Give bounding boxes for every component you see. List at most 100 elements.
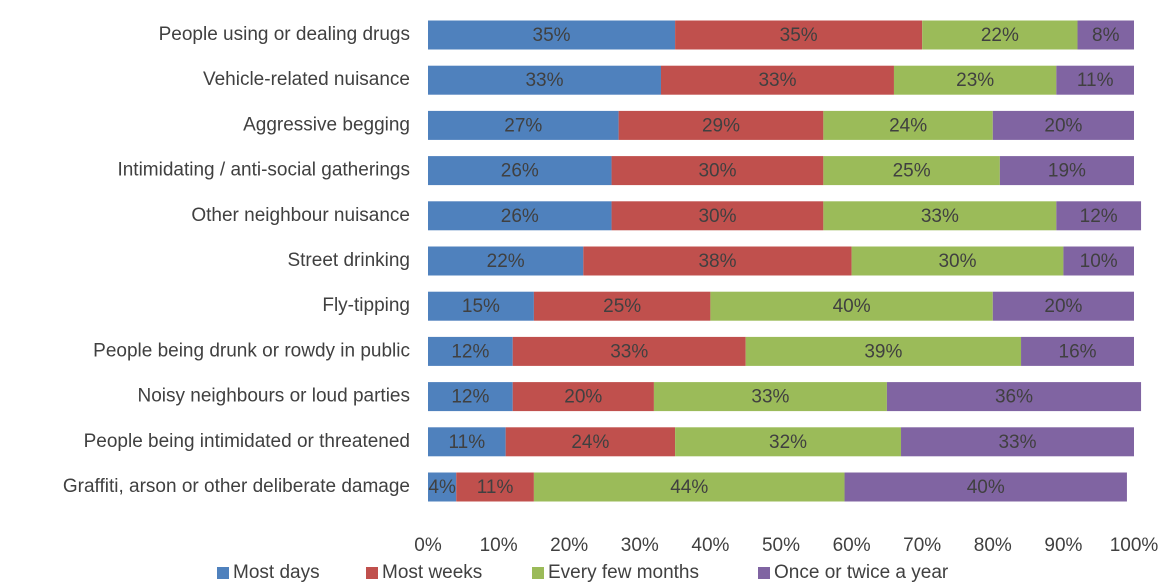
legend-swatch bbox=[366, 567, 378, 579]
category-label: People using or dealing drugs bbox=[159, 24, 410, 45]
bar-segment bbox=[618, 110, 824, 140]
data-label: 40% bbox=[967, 477, 1005, 498]
bar-segment bbox=[1056, 201, 1142, 231]
data-label: 30% bbox=[938, 251, 976, 272]
category-label: Street drinking bbox=[287, 250, 410, 271]
x-axis: 0% 10% 20% 30% 40% 50% 60% 70% 80% 90% 100% bbox=[414, 535, 1158, 556]
legend-swatch bbox=[532, 567, 544, 579]
data-label: 24% bbox=[571, 432, 609, 453]
category-label: People being intimidated or threatened bbox=[84, 431, 410, 452]
data-label: 26% bbox=[501, 161, 539, 182]
data-label: 32% bbox=[769, 432, 807, 453]
bar-segment bbox=[428, 382, 513, 412]
data-label: 12% bbox=[1080, 206, 1118, 227]
data-label: 12% bbox=[451, 341, 489, 362]
data-label: 12% bbox=[451, 387, 489, 408]
bar-segment bbox=[1077, 20, 1134, 50]
bar-segment bbox=[533, 291, 711, 321]
x-tick-label: 50% bbox=[762, 535, 800, 556]
bar-segment bbox=[886, 382, 1142, 412]
data-label: 33% bbox=[751, 387, 789, 408]
data-label: 29% bbox=[702, 115, 740, 136]
category-label: Vehicle-related nuisance bbox=[203, 69, 410, 90]
data-label: 44% bbox=[670, 477, 708, 498]
bar-segment bbox=[653, 382, 887, 412]
legend-label: Most weeks bbox=[382, 562, 482, 583]
data-label: 4% bbox=[428, 477, 456, 498]
bar-segment bbox=[428, 291, 534, 321]
data-label: 33% bbox=[610, 341, 648, 362]
x-tick-label: 0% bbox=[414, 535, 442, 556]
data-label: 22% bbox=[981, 25, 1019, 46]
data-label: 27% bbox=[504, 115, 542, 136]
category-labels: People using or dealing drugs Vehicle-rel… bbox=[63, 24, 410, 497]
bar-segment bbox=[675, 20, 923, 50]
data-label: 20% bbox=[1044, 115, 1082, 136]
category-label: Graffiti, arson or other deliberate dama… bbox=[63, 476, 410, 497]
bar-segment bbox=[512, 336, 746, 366]
legend: Most days Most weeks Every few months Once … bbox=[217, 562, 949, 583]
data-label: 10% bbox=[1080, 251, 1118, 272]
data-label: 33% bbox=[758, 70, 796, 91]
legend-swatch bbox=[758, 567, 770, 579]
bar-segment bbox=[1063, 246, 1134, 276]
x-tick-label: 60% bbox=[833, 535, 871, 556]
bar-segment bbox=[505, 427, 676, 457]
x-tick-label: 90% bbox=[1044, 535, 1082, 556]
bar-segment bbox=[992, 291, 1134, 321]
category-label: Aggressive begging bbox=[243, 114, 410, 135]
data-label: 11% bbox=[1077, 70, 1114, 91]
category-label: Noisy neighbours or loud parties bbox=[138, 386, 411, 407]
x-tick-label: 30% bbox=[621, 535, 659, 556]
bar-segment bbox=[922, 20, 1078, 50]
data-label: 36% bbox=[995, 387, 1033, 408]
legend-item: Once or twice a year bbox=[758, 562, 949, 583]
data-label: 33% bbox=[998, 432, 1036, 453]
data-label: 22% bbox=[487, 251, 525, 272]
data-label: 8% bbox=[1092, 25, 1120, 46]
data-label: 23% bbox=[956, 70, 994, 91]
category-label: Intimidating / anti-social gatherings bbox=[117, 160, 410, 181]
bar-segment bbox=[428, 246, 584, 276]
data-label: 24% bbox=[889, 115, 927, 136]
bar-segment bbox=[992, 110, 1134, 140]
bar-segment bbox=[583, 246, 852, 276]
data-label: 30% bbox=[698, 206, 736, 227]
data-label: 40% bbox=[833, 296, 871, 317]
data-label: 33% bbox=[525, 70, 563, 91]
bar-segment bbox=[533, 472, 845, 502]
legend-item: Most weeks bbox=[366, 562, 482, 583]
bar-segment bbox=[999, 156, 1134, 186]
bar-segment bbox=[844, 472, 1127, 502]
x-tick-label: 10% bbox=[480, 535, 518, 556]
data-label: 38% bbox=[698, 251, 736, 272]
legend-label: Once or twice a year bbox=[774, 562, 949, 583]
x-tick-label: 20% bbox=[550, 535, 588, 556]
data-label: 25% bbox=[893, 161, 931, 182]
x-tick-label: 80% bbox=[974, 535, 1012, 556]
bar-segment bbox=[512, 382, 654, 412]
bar-segment bbox=[428, 20, 676, 50]
bar-segment bbox=[1056, 65, 1134, 95]
x-tick-label: 40% bbox=[691, 535, 729, 556]
bars-group: 35% 35% 22% 8% 33% 33% 23% 11% 27% 29% 24% 20% 26% 30… bbox=[428, 20, 1142, 502]
bar-segment bbox=[611, 156, 824, 186]
data-label: 20% bbox=[564, 387, 602, 408]
bar-segment bbox=[710, 291, 993, 321]
data-label: 35% bbox=[533, 25, 571, 46]
category-label: Other neighbour nuisance bbox=[191, 205, 410, 226]
bar-segment bbox=[611, 201, 824, 231]
bar-segment bbox=[428, 156, 612, 186]
bar-segment bbox=[823, 156, 1000, 186]
data-label: 16% bbox=[1059, 341, 1097, 362]
category-label: Fly-tipping bbox=[322, 295, 410, 316]
bar-segment bbox=[823, 201, 1057, 231]
legend-swatch bbox=[217, 567, 229, 579]
data-label: 33% bbox=[921, 206, 959, 227]
bar-segment bbox=[456, 472, 534, 502]
bar-segment bbox=[660, 65, 894, 95]
data-label: 25% bbox=[603, 296, 641, 317]
legend-label: Every few months bbox=[548, 562, 699, 583]
category-label: People being drunk or rowdy in public bbox=[93, 340, 410, 361]
